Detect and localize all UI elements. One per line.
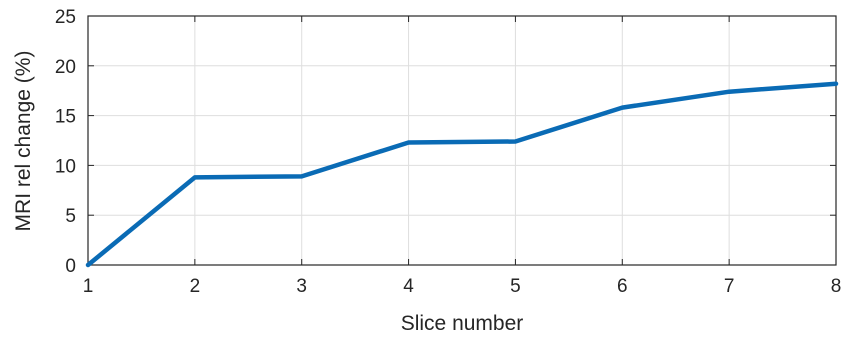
x-tick-labels: 1 2 3 4 5 6 7 8	[83, 276, 842, 297]
y-tick-labels: 0 5 10 15 20 25	[55, 7, 76, 277]
x-tick-label: 7	[724, 276, 735, 297]
y-axis-label: MRI rel change (%)	[12, 51, 35, 232]
x-tick-label: 6	[617, 276, 628, 297]
x-tick-label: 2	[190, 276, 201, 297]
y-tick-label: 10	[55, 156, 76, 177]
y-tick-label: 20	[55, 57, 76, 78]
y-tick-label: 15	[55, 107, 76, 128]
x-tick-label: 1	[83, 276, 94, 297]
x-tick-label: 5	[510, 276, 521, 297]
x-tick-label: 8	[831, 276, 842, 297]
y-tick-label: 0	[65, 256, 76, 277]
x-tick-label: 3	[296, 276, 307, 297]
x-tick-label: 4	[403, 276, 414, 297]
x-axis-label: Slice number	[401, 312, 524, 335]
y-tick-label: 25	[55, 7, 76, 28]
series-line	[88, 84, 836, 265]
series-layer	[88, 84, 836, 265]
y-tick-label: 5	[65, 206, 76, 227]
